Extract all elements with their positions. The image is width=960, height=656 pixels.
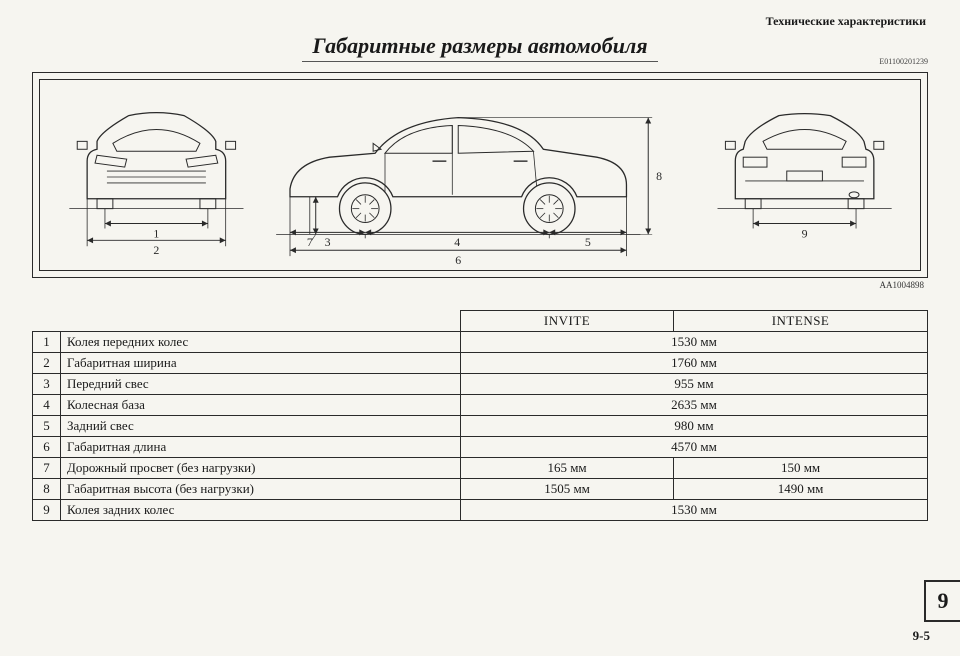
row-value-intense: 1490 мм — [674, 479, 928, 500]
table-row: 6Габаритная длина4570 мм — [33, 437, 928, 458]
row-value: 1760 мм — [461, 353, 928, 374]
row-number: 7 — [33, 458, 61, 479]
reference-code-diagram: AA1004898 — [30, 280, 924, 290]
table-row: 7Дорожный просвет (без нагрузки)165 мм15… — [33, 458, 928, 479]
chapter-tab: 9 — [924, 580, 960, 622]
row-value-invite: 165 мм — [461, 458, 674, 479]
row-label: Дорожный просвет (без нагрузки) — [61, 458, 461, 479]
column-header-intense: INTENSE — [674, 311, 928, 332]
row-number: 1 — [33, 332, 61, 353]
row-value-intense: 150 мм — [674, 458, 928, 479]
column-header-invite: INVITE — [461, 311, 674, 332]
row-number: 2 — [33, 353, 61, 374]
row-label: Задний свес — [61, 416, 461, 437]
specifications-table: INVITE INTENSE 1Колея передних колес1530… — [32, 310, 928, 521]
reference-code-top: E01100201239 — [879, 57, 928, 66]
table-row: 4Колесная база2635 мм — [33, 395, 928, 416]
svg-text:7: 7 — [307, 235, 313, 249]
table-row: 8Габаритная высота (без нагрузки)1505 мм… — [33, 479, 928, 500]
table-row: 3Передний свес955 мм — [33, 374, 928, 395]
table-row: 5Задний свес980 мм — [33, 416, 928, 437]
row-number: 9 — [33, 500, 61, 521]
row-value: 980 мм — [461, 416, 928, 437]
page-title: Габаритные размеры автомобиля — [302, 33, 657, 62]
row-value: 955 мм — [461, 374, 928, 395]
row-label: Габаритная высота (без нагрузки) — [61, 479, 461, 500]
row-number: 4 — [33, 395, 61, 416]
svg-text:4: 4 — [454, 235, 460, 249]
table-row: 1Колея передних колес1530 мм — [33, 332, 928, 353]
svg-text:3: 3 — [325, 235, 331, 249]
row-number: 5 — [33, 416, 61, 437]
table-row: 2Габаритная ширина1760 мм — [33, 353, 928, 374]
table-row: 9Колея задних колес1530 мм — [33, 500, 928, 521]
page-number: 9-5 — [913, 628, 930, 644]
svg-text:8: 8 — [656, 169, 662, 183]
row-value: 1530 мм — [461, 332, 928, 353]
row-label: Габаритная длина — [61, 437, 461, 458]
row-value: 4570 мм — [461, 437, 928, 458]
section-header: Технические характеристики — [30, 14, 930, 29]
svg-text:1: 1 — [153, 226, 159, 240]
row-label: Габаритная ширина — [61, 353, 461, 374]
row-label: Колея передних колес — [61, 332, 461, 353]
svg-text:6: 6 — [455, 253, 461, 267]
row-label: Передний свес — [61, 374, 461, 395]
svg-text:5: 5 — [585, 235, 591, 249]
car-dimensions-diagram: 1 2 3 4 5 6 7 8 9 — [39, 79, 921, 271]
svg-text:9: 9 — [802, 226, 808, 240]
row-number: 3 — [33, 374, 61, 395]
row-value: 2635 мм — [461, 395, 928, 416]
row-number: 6 — [33, 437, 61, 458]
row-value-invite: 1505 мм — [461, 479, 674, 500]
svg-text:2: 2 — [153, 243, 159, 257]
row-value: 1530 мм — [461, 500, 928, 521]
row-label: Колея задних колес — [61, 500, 461, 521]
diagram-frame: 1 2 3 4 5 6 7 8 9 — [32, 72, 928, 278]
row-number: 8 — [33, 479, 61, 500]
row-label: Колесная база — [61, 395, 461, 416]
